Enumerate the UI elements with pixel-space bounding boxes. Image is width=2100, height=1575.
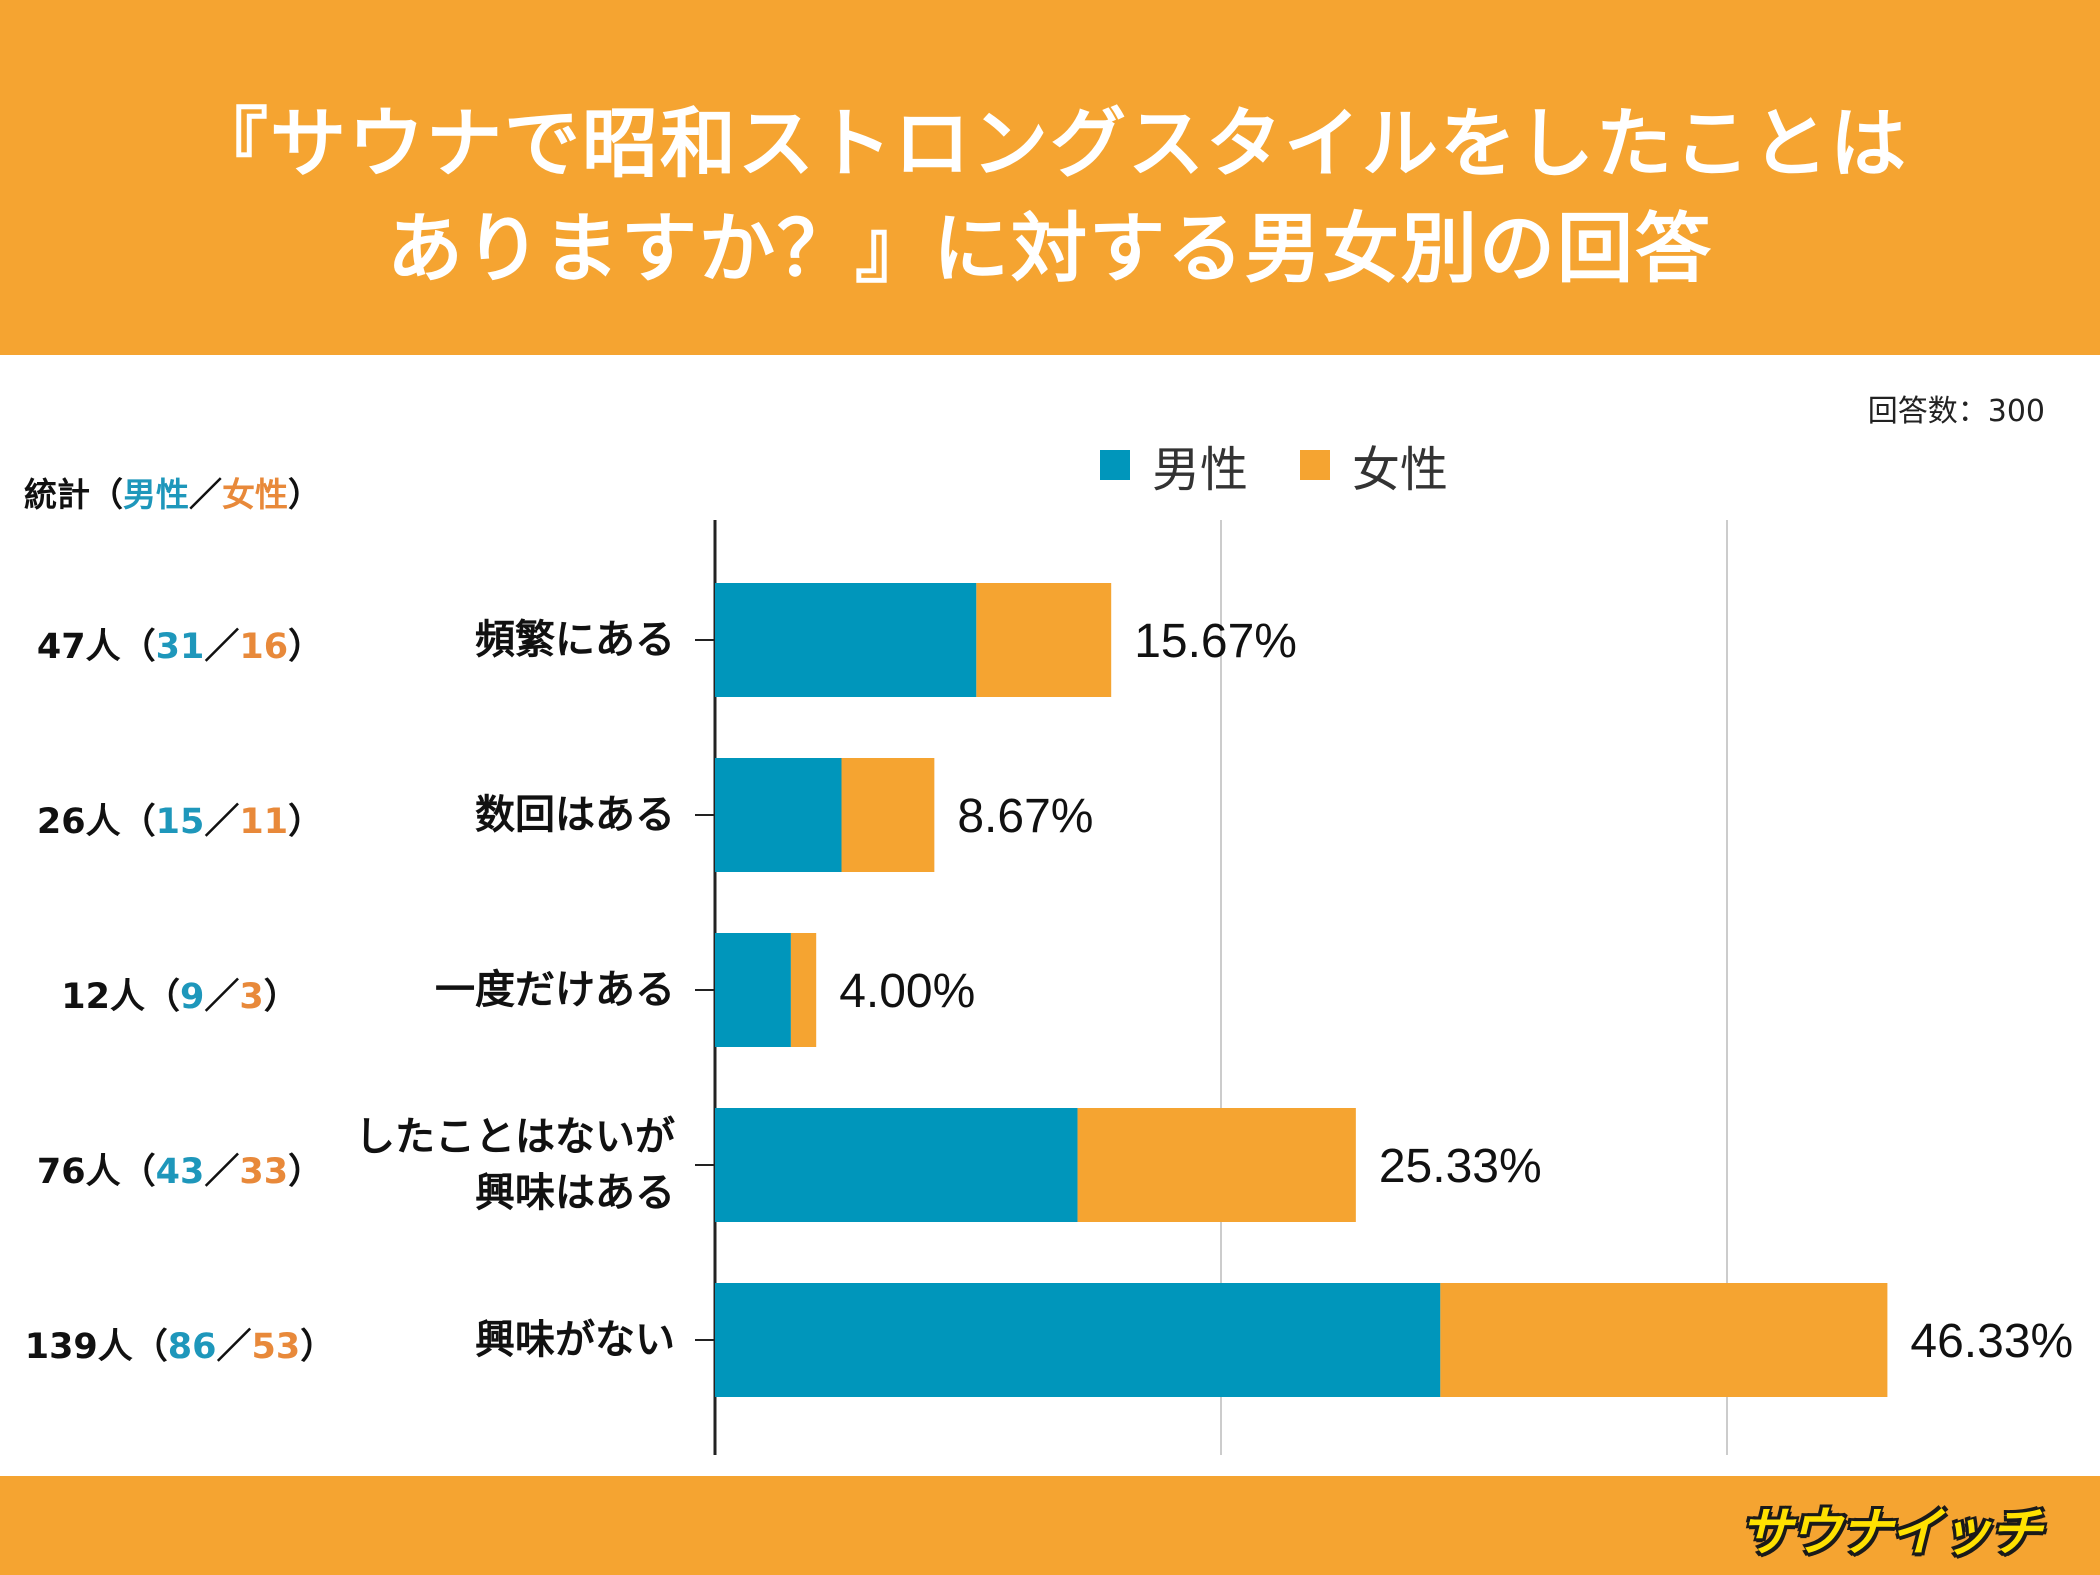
stat-row: 47人（31／16） — [0, 618, 360, 669]
stats-header-male: 男性 — [123, 475, 189, 514]
stat-slash: ／ — [204, 802, 240, 842]
stat-paren: （ — [120, 1152, 156, 1192]
brand-logo: サウナイッチ — [1739, 1503, 2042, 1563]
stat-paren: ） — [288, 1152, 324, 1192]
stats-header-slash: ／ — [189, 475, 222, 514]
stat-paren: ） — [263, 977, 299, 1017]
stat-row: 76人（43／33） — [0, 1143, 360, 1194]
bar-female — [1440, 1283, 1888, 1397]
stat-total: 26人 — [36, 802, 121, 842]
stat-female-count: 11 — [239, 802, 289, 842]
stat-paren: （ — [132, 1327, 168, 1367]
bar-male — [715, 758, 842, 872]
bar-value-label: 15.67% — [1134, 615, 1297, 668]
bar-female — [841, 758, 935, 872]
bar-male — [715, 1108, 1078, 1222]
stat-paren: ） — [300, 1327, 336, 1367]
bar-value-label: 25.33% — [1379, 1140, 1542, 1193]
category-label-line: したことはないが — [355, 1114, 675, 1160]
stat-male-count: 9 — [179, 977, 205, 1017]
stat-paren: （ — [120, 802, 156, 842]
bar-value-label: 8.67% — [957, 790, 1093, 843]
legend-label-female: 女性 — [1352, 442, 1449, 498]
stat-row: 26人（15／11） — [0, 793, 360, 844]
stats-header-prefix: 統計（ — [24, 475, 123, 514]
chart-title-line-1: 『サウナで昭和ストロングスタイルをしたことは — [192, 99, 1908, 188]
category-label-line: 数回はある — [475, 792, 675, 838]
category-label: 頻繁にある — [475, 612, 675, 668]
chart-plot: 15.67% 8.67% 4.00% 25.33% 46.33% — [695, 520, 2073, 1455]
stat-total: 47人 — [36, 627, 121, 667]
bar-value-label: 4.00% — [839, 965, 975, 1018]
stat-slash: ／ — [204, 1152, 240, 1192]
category-label-line: 興味はある — [475, 1170, 675, 1216]
bar-female — [1077, 1108, 1356, 1222]
category-label: 数回はある — [475, 787, 675, 843]
legend: 男性 女性 — [1100, 440, 1500, 498]
stat-male-count: 15 — [155, 802, 205, 842]
stat-total: 139人 — [24, 1327, 133, 1367]
stat-paren: ） — [288, 802, 324, 842]
stat-row: 139人（86／53） — [0, 1318, 360, 1369]
bar-male — [715, 583, 977, 697]
bar-female — [976, 583, 1112, 697]
bar-male — [715, 1283, 1441, 1397]
stats-header-female: 女性 — [222, 475, 288, 514]
category-label-line: 一度だけある — [435, 967, 675, 1013]
stat-female-count: 16 — [239, 627, 289, 667]
legend-swatch-female — [1300, 450, 1331, 480]
legend-swatch-male — [1100, 450, 1130, 480]
stats-header-suffix: ） — [288, 475, 321, 514]
category-label: 興味がない — [475, 1312, 675, 1368]
category-label: したことはないが興味はある — [355, 1109, 675, 1221]
stat-slash: ／ — [216, 1327, 252, 1367]
stat-row: 12人（9／3） — [0, 968, 360, 1019]
stat-female-count: 33 — [239, 1152, 289, 1192]
bar-male — [715, 933, 791, 1047]
stats-header: 統計（男性／女性） — [24, 468, 321, 516]
category-label-line: 興味がない — [475, 1317, 675, 1363]
legend-label-male: 男性 — [1152, 442, 1249, 498]
stat-male-count: 43 — [155, 1152, 205, 1192]
chart-title-line-2: ありますか？』に対する男女別の回答 — [387, 204, 1713, 293]
stat-slash: ／ — [204, 977, 240, 1017]
header-banner: 『サウナで昭和ストロングスタイルをしたことは ありますか？』に対する男女別の回答 — [0, 0, 2100, 355]
stat-total: 12人 — [61, 977, 145, 1017]
category-label: 一度だけある — [435, 962, 675, 1018]
stat-total: 76人 — [36, 1152, 121, 1192]
stat-female-count: 53 — [251, 1327, 301, 1367]
stat-paren: ） — [288, 627, 324, 667]
stat-paren: （ — [120, 627, 156, 667]
stat-male-count: 31 — [155, 627, 205, 667]
footer-banner: サウナイッチ — [0, 1476, 2100, 1575]
bar-female — [790, 933, 817, 1047]
bar-value-label: 46.33% — [1910, 1315, 2073, 1368]
category-label-line: 頻繁にある — [475, 617, 675, 663]
respondent-count: 回答数：300 — [1867, 394, 2045, 429]
stat-slash: ／ — [204, 627, 240, 667]
stat-female-count: 3 — [239, 977, 264, 1017]
stat-male-count: 86 — [167, 1327, 217, 1367]
stat-paren: （ — [144, 977, 180, 1017]
